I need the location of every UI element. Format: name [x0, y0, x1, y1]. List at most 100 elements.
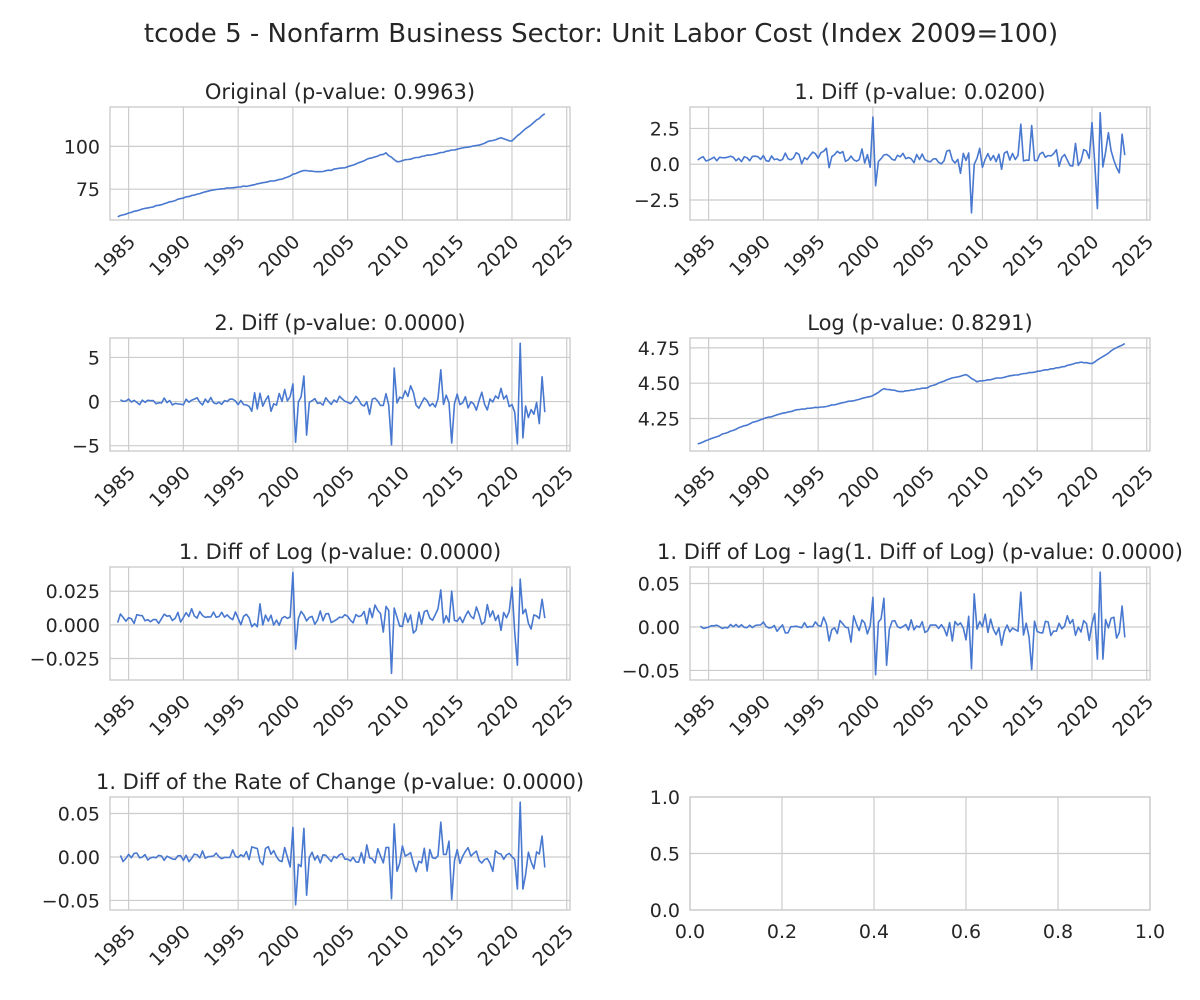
x-tick-label: 2015: [999, 231, 1049, 281]
subplot-title: Log (p-value: 0.8291): [807, 311, 1033, 335]
x-tick-label: 1985: [670, 691, 720, 741]
x-tick-label: 2010: [364, 921, 414, 971]
axes-frame: [109, 796, 571, 911]
y-tick-label: 2.5: [650, 118, 680, 140]
figure-suptitle: tcode 5 - Nonfarm Business Sector: Unit …: [144, 19, 1058, 49]
y-tick-label: 0.0: [650, 154, 680, 176]
x-tick-label: 1990: [725, 691, 775, 741]
x-tick-label: 2005: [889, 462, 939, 512]
subplot-8: 0.0 0.5 1.0 0.0 0.2 0.4 0.6 0.8 1.0: [650, 787, 1165, 943]
x-tick-label: 2025: [528, 691, 578, 741]
series-line: [119, 801, 546, 906]
x-tick-label: 2005: [309, 231, 359, 281]
x-tick-label: 1.0: [1135, 921, 1165, 943]
x-tick-label: 1995: [780, 231, 830, 281]
x-tick-label: 1985: [90, 231, 140, 281]
x-tick-label: 0.4: [859, 921, 889, 943]
subplot-5: 1. Diff of Log (p-value: 0.0000) −0.025 0.…: [30, 540, 579, 741]
x-tick-label: 2015: [419, 691, 469, 741]
x-tick-label: 2020: [1054, 231, 1104, 281]
x-tick-label: 1995: [780, 462, 830, 512]
x-tick-label: 0.2: [767, 921, 797, 943]
x-tick-label: 1985: [90, 462, 140, 512]
y-tick-label: −0.05: [42, 890, 100, 912]
x-tick-label: 0.6: [951, 921, 981, 943]
y-tick-label: 0.5: [650, 844, 680, 866]
x-tick-label: 2015: [419, 921, 469, 971]
y-tick-label: 75: [76, 179, 100, 201]
x-tick-label: 2010: [364, 691, 414, 741]
series-line: [116, 571, 546, 675]
x-tick-label: 1995: [200, 231, 250, 281]
subplot-title: 1. Diff of the Rate of Change (p-value: …: [96, 770, 584, 794]
y-tick-label: 0.00: [638, 617, 680, 639]
x-tick-label: 2000: [255, 462, 305, 512]
axes-frame: [689, 106, 1151, 221]
series-line: [697, 111, 1126, 214]
x-tick-label: 1995: [200, 921, 250, 971]
y-tick-label: 0.05: [638, 574, 680, 596]
x-tick-label: 1990: [725, 462, 775, 512]
y-tick-label: −5: [72, 436, 100, 458]
y-tick-label: 0.0: [650, 900, 680, 922]
series-line: [120, 342, 546, 446]
x-tick-label: 2025: [528, 231, 578, 281]
x-tick-label: 2020: [474, 921, 524, 971]
series-line: [117, 113, 546, 218]
axes-frame: [109, 337, 571, 452]
subplot-title: Original (p-value: 0.9963): [205, 80, 475, 104]
x-tick-label: 2010: [364, 231, 414, 281]
axes-frame: [689, 337, 1151, 452]
y-tick-label: 0.00: [58, 847, 100, 869]
x-tick-label: 1985: [670, 231, 720, 281]
series-line: [697, 342, 1126, 445]
x-tick-label: 2005: [889, 691, 939, 741]
x-tick-label: 2020: [474, 462, 524, 512]
x-tick-label: 2010: [944, 691, 994, 741]
subplot-title: 1. Diff of Log - lag(1. Diff of Log) (p-…: [657, 540, 1183, 564]
x-tick-label: 1990: [145, 691, 195, 741]
x-tick-label: 2015: [999, 462, 1049, 512]
x-tick-label: 2025: [1108, 231, 1158, 281]
subplot-1: Original (p-value: 0.9963) 75 100 1985 1990 1…: [64, 80, 579, 281]
x-tick-label: 2025: [1108, 691, 1158, 741]
subplot-3: 2. Diff (p-value: 0.0000) −5 0 5 1985 1990 199…: [72, 311, 578, 512]
y-tick-label: 0.000: [46, 615, 100, 637]
y-tick-label: 5: [88, 347, 100, 369]
y-tick-label: −0.05: [622, 660, 680, 682]
subplot-7: 1. Diff of the Rate of Change (p-value: …: [42, 770, 584, 971]
x-tick-label: 1990: [145, 231, 195, 281]
x-tick-label: 2010: [364, 462, 414, 512]
x-tick-label: 1990: [145, 462, 195, 512]
x-tick-label: 2005: [309, 462, 359, 512]
x-tick-label: 2015: [419, 462, 469, 512]
x-tick-label: 2000: [255, 231, 305, 281]
x-tick-label: 2015: [419, 231, 469, 281]
y-tick-label: 100: [64, 136, 100, 158]
axes-frame: [689, 566, 1151, 681]
x-tick-label: 1985: [90, 921, 140, 971]
x-tick-label: 2020: [1054, 691, 1104, 741]
x-tick-label: 0.8: [1043, 921, 1073, 943]
subplot-title: 2. Diff (p-value: 0.0000): [214, 311, 465, 335]
subplot-6: 1. Diff of Log - lag(1. Diff of Log) (p-…: [622, 540, 1183, 741]
x-tick-label: 1995: [780, 691, 830, 741]
x-tick-label: 1985: [90, 691, 140, 741]
x-tick-label: 2005: [309, 691, 359, 741]
axes-frame: [689, 796, 1151, 911]
y-tick-label: 1.0: [650, 787, 680, 809]
x-tick-label: 0.0: [675, 921, 705, 943]
x-tick-label: 2025: [528, 921, 578, 971]
y-tick-label: 0.025: [46, 581, 100, 603]
x-tick-label: 2020: [474, 231, 524, 281]
series-line: [699, 571, 1126, 676]
x-tick-label: 2025: [528, 462, 578, 512]
x-tick-label: 2000: [835, 691, 885, 741]
x-tick-label: 2000: [835, 231, 885, 281]
subplot-title: 1. Diff (p-value: 0.0200): [794, 80, 1045, 104]
y-tick-label: −2.5: [634, 190, 680, 212]
y-tick-label: 0.05: [58, 804, 100, 826]
y-tick-label: 4.50: [638, 373, 680, 395]
